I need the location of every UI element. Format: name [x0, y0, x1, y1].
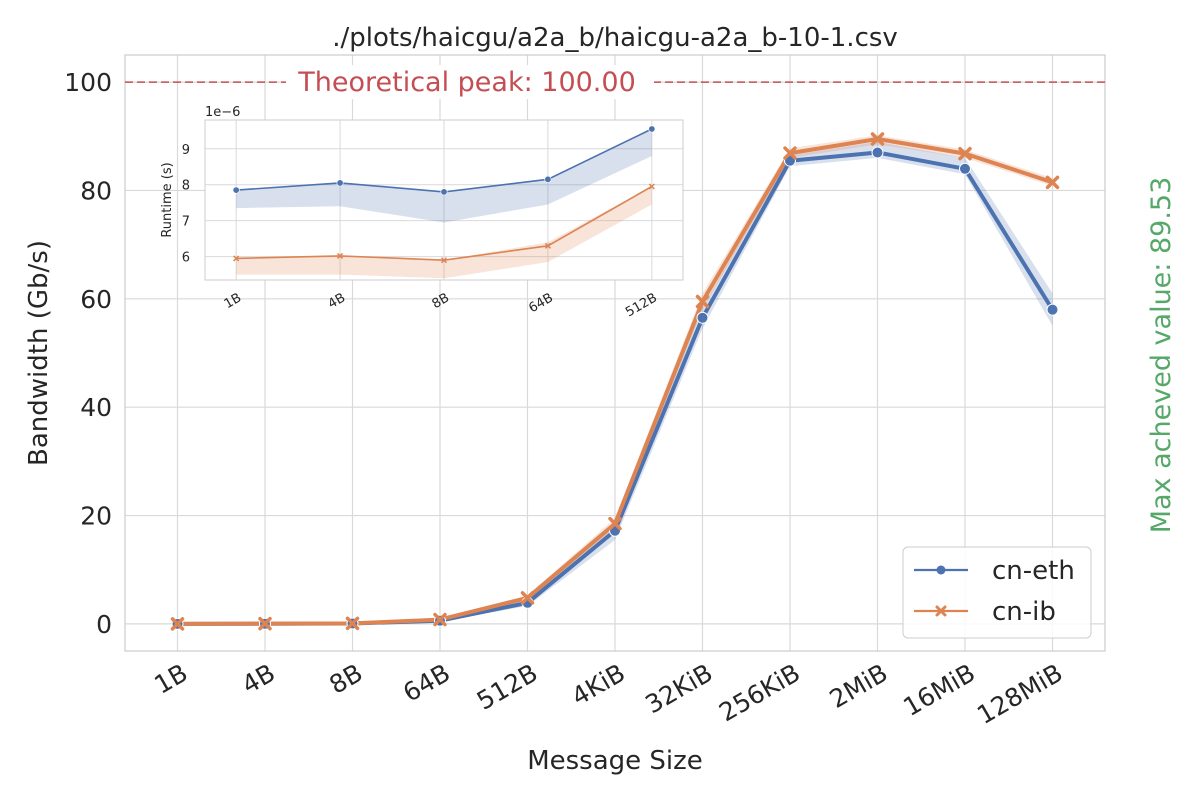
- cn-ib-point: [520, 591, 535, 605]
- cn-ib-point: [258, 616, 272, 631]
- main-series-markers: [170, 132, 1060, 631]
- chart-title: ./plots/haicgu/a2a_b/haicgu-a2a_b-10-1.c…: [332, 23, 898, 53]
- inset-cn-eth-point: [232, 186, 240, 194]
- legend-cn-eth-label: cn-eth: [992, 556, 1075, 586]
- legend-cn-ib-marker: [935, 605, 947, 617]
- plot-frame: [124, 54, 1106, 652]
- inset-cn-ib-point: [233, 255, 240, 262]
- inset-x-tick-label: 4B: [326, 290, 348, 312]
- y-tick-label: 100: [64, 68, 112, 97]
- cn-ib-point: [608, 516, 622, 531]
- inset-y-tick-label: 9: [182, 143, 190, 158]
- inset-cn-eth-point: [544, 175, 552, 183]
- y-tick-label: 0: [96, 610, 112, 639]
- legend-cn-eth-marker: [936, 565, 946, 575]
- inset-cn-ib-confidence-band: [236, 186, 652, 279]
- peak-label-background: [286, 65, 654, 100]
- inset-cn-eth-point: [440, 188, 448, 196]
- inset-series-markers: [232, 125, 656, 264]
- cn-ib-point: [1045, 175, 1060, 190]
- legend: cn-eth cn-ib: [902, 546, 1092, 639]
- cn-eth-point: [696, 311, 709, 324]
- cn-eth-point: [1046, 303, 1059, 316]
- inset-offset-label: 1e−6: [205, 105, 240, 120]
- cn-ib-point: [695, 294, 710, 309]
- inset-cn-eth-point: [648, 125, 656, 133]
- y-tick-label: 60: [80, 285, 112, 314]
- cn-ib-point: [783, 146, 797, 160]
- y-axis-label: Bandwidth (Gb/s): [24, 240, 54, 466]
- inset-y-axis-label: Runtime (s): [160, 162, 175, 237]
- inset-confidence-bands: [236, 129, 652, 279]
- legend-cn-ib-label: cn-ib: [992, 597, 1056, 627]
- cn-ib-point: [958, 146, 972, 161]
- cn-ib-point: [870, 132, 885, 146]
- cn-eth-point: [959, 162, 971, 175]
- inset-x-tick-label: 8B: [430, 290, 452, 312]
- cn-eth-point: [871, 146, 884, 159]
- inset-x-tick-label: 1B: [222, 290, 244, 312]
- peak-label: Theoretical peak: 100.00: [297, 67, 636, 98]
- inset-cn-ib-point: [648, 183, 655, 190]
- inset-cn-ib-point: [337, 252, 344, 259]
- theoretical-peak: Theoretical peak: 100.00: [125, 65, 1105, 100]
- inset-cn-eth-confidence-band: [236, 129, 652, 223]
- inset-y-tick-labels: 6 7 8 9: [182, 143, 190, 266]
- max-achieved-label: Max acheved value: 89.53: [1146, 177, 1177, 534]
- x-axis-label: Message Size: [527, 746, 703, 776]
- inset-cn-ib-point: [544, 242, 551, 249]
- inset-cn-ib-point: [440, 257, 448, 264]
- y-tick-label: 80: [80, 176, 112, 205]
- cn-ib-point: [170, 617, 185, 631]
- y-tick-labels: 0 20 40 60 80 100: [64, 68, 112, 639]
- inset-cn-eth-point: [336, 179, 344, 187]
- inset-y-tick-label: 6: [182, 251, 190, 266]
- y-tick-label: 20: [80, 502, 112, 531]
- cn-ib-point: [345, 616, 360, 631]
- inset-y-tick-label: 7: [182, 215, 190, 230]
- cn-ib-point: [433, 612, 447, 627]
- inset-grid: [205, 120, 683, 280]
- y-tick-label: 40: [80, 393, 112, 422]
- inset-y-tick-label: 8: [182, 179, 190, 194]
